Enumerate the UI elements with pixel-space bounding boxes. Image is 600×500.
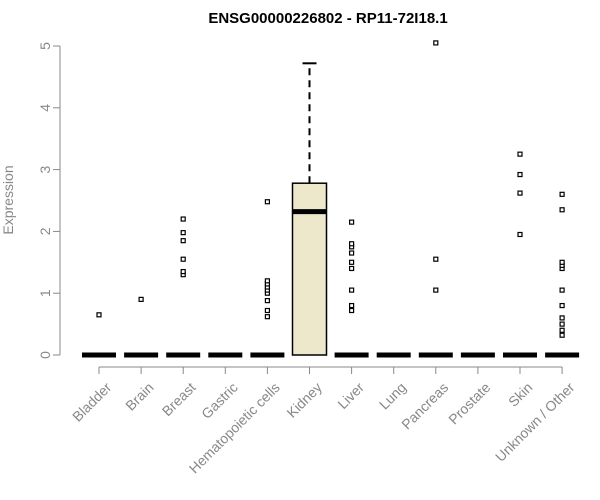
x-tick-label: Bladder [69,379,115,425]
outlier-point [349,250,355,256]
box-group [503,151,537,358]
y-tick-label: 3 [37,165,53,173]
chart-title: ENSG00000226802 - RP11-72I18.1 [208,10,447,27]
box-group [250,199,285,358]
outlier-point [180,268,186,275]
outlier-point [559,327,565,333]
outlier-point [180,256,186,262]
outlier-point [264,298,270,304]
outlier-point [264,307,270,314]
outlier-point [349,259,355,265]
x-tick-label: Pancreas [398,379,451,432]
y-tick-label: 1 [37,289,53,297]
outlier-point [433,256,439,262]
y-tick-label: 4 [37,104,53,112]
outlier-point [180,216,186,222]
outlier-point [517,151,523,157]
y-tick-label: 0 [37,351,53,359]
box-group [166,216,201,358]
plot-area [82,40,580,358]
outlier-point [517,190,523,196]
outlier-point [559,332,565,338]
outlier-point [559,315,565,321]
box-iqr [291,182,328,356]
y-tick-label: 5 [37,42,53,50]
outlier-point [517,171,523,178]
outlier-point [559,302,565,309]
y-tick-label: 2 [37,227,53,235]
y-axis: 0 1 2 3 4 5 [37,42,61,359]
x-tick-label: Prostate [445,379,493,427]
outlier-point [138,296,144,302]
outlier-point [349,219,355,225]
outlier-point [559,321,565,327]
outlier-point [433,287,439,293]
outlier-point [349,302,355,309]
x-tick-label: Brain [122,379,156,413]
x-tick-label: Kidney [283,379,325,421]
box-group [291,62,328,356]
outlier-point [559,207,565,213]
outlier-point [559,259,565,265]
x-tick-label: Skin [505,379,536,410]
outlier-point [349,241,355,247]
outlier-point [264,314,270,320]
outlier-point [349,265,355,272]
x-tick-label: Unknown / Other [492,379,578,465]
box-group [418,40,453,358]
outlier-point [349,307,355,314]
outlier-point [559,191,565,197]
box-group [545,191,580,358]
box-group [82,312,116,358]
outlier-point [349,287,355,293]
box-group [334,219,369,358]
x-tick-label: Liver [334,379,367,412]
y-axis-label: Expression [0,165,16,234]
outlier-point [180,230,186,236]
outlier-point [517,231,523,238]
outlier-point [433,40,439,46]
outlier-point [264,278,270,284]
outlier-point [180,238,186,244]
outlier-point [559,287,565,293]
box-group [124,296,159,358]
x-tick-label: Lung [376,379,409,412]
outlier-point [264,199,270,205]
outlier-point [96,312,102,318]
x-tick-label: Breast [159,379,199,419]
